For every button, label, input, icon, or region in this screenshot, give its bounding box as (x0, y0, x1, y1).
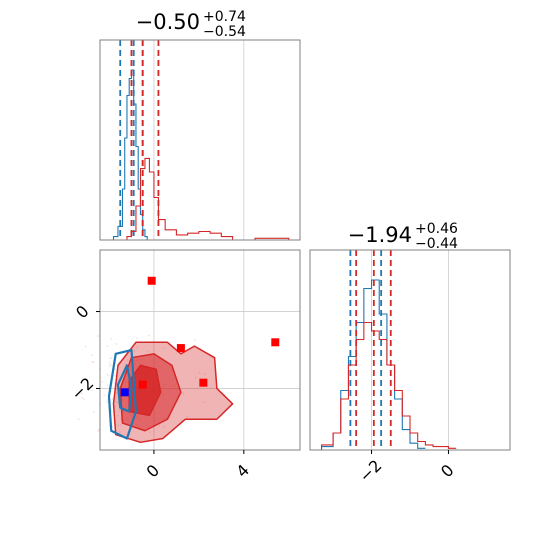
joint-cloud-point (133, 349, 136, 352)
title-y: −1.94 (348, 223, 412, 247)
joint-cloud-point (92, 361, 95, 364)
joint-cloud-point (108, 361, 111, 364)
joint-cloud-point (126, 359, 129, 362)
joint-cloud-point (92, 411, 95, 414)
joint-cloud-point (77, 418, 80, 421)
joint-cloud-point (90, 389, 93, 392)
joint-cloud-point (115, 401, 118, 403)
joint-cloud-point (101, 380, 104, 383)
joint-cloud-point (198, 371, 201, 374)
joint-cloud-point (114, 368, 116, 371)
joint-cloud-point (114, 374, 117, 377)
joint-cloud-point (147, 334, 150, 337)
marker-red-1 (176, 344, 185, 353)
joint-cloud-point (106, 373, 108, 376)
joint-cloud-point (136, 337, 138, 339)
joint-cloud-point (97, 429, 99, 432)
marker-red-4 (138, 380, 147, 389)
joint-cloud-point (182, 392, 185, 395)
joint-cloud-point (194, 376, 197, 379)
marker-red-2 (199, 378, 208, 387)
right-xtick-label-1: 0 (437, 461, 458, 482)
joint-cloud-point (163, 426, 165, 428)
joint-xtick-label-0: 0 (143, 461, 164, 482)
joint-cloud-point (110, 338, 113, 340)
right-hist-red (320, 321, 457, 450)
joint-cloud-point (204, 372, 206, 375)
joint-cloud-point (83, 398, 85, 400)
joint-cloud-point (91, 360, 94, 363)
joint-cloud-point (115, 342, 118, 345)
joint-cloud-point (186, 415, 189, 418)
joint-cloud-point (103, 394, 106, 397)
marginal-y-panel: −2 0 (309, 249, 511, 486)
title-x: −0.50 (136, 10, 200, 34)
title-x-minus: −0.54 (203, 24, 246, 40)
joint-cloud-point (81, 396, 84, 399)
top-hist-red (126, 157, 300, 241)
right-frame (309, 249, 511, 451)
joint-cloud-point (84, 345, 87, 348)
joint-cloud-point (97, 335, 100, 337)
joint-cloud-point (106, 345, 109, 348)
joint-ytick-label-1: −2 (67, 374, 97, 404)
joint-cloud-point (110, 363, 112, 366)
marker-red-0 (147, 276, 156, 285)
title-y-minus: −0.44 (415, 236, 458, 252)
joint-ytick-label-0: 0 (72, 302, 93, 323)
marginal-x-panel (99, 39, 301, 241)
joint-xtick-label-1: 4 (232, 461, 253, 482)
title-x-plus: +0.74 (203, 9, 246, 25)
joint-cloud-point (108, 374, 110, 377)
joint-cloud-point (108, 365, 111, 367)
joint-cloud-point (146, 350, 149, 353)
joint-cloud-point (115, 392, 118, 395)
joint-cloud-point (106, 401, 108, 403)
marker-red-3 (271, 338, 280, 347)
joint-cloud-point (117, 424, 119, 427)
joint-cloud-point (193, 338, 196, 341)
joint-cloud-point (149, 431, 151, 434)
right-xtick-label-0: −2 (355, 456, 385, 486)
joint-cloud-point (106, 384, 109, 387)
joint-cloud-point (98, 428, 100, 431)
joint-cloud-point (163, 346, 166, 349)
joint-cloud-point (117, 414, 120, 417)
joint-cloud-point (135, 346, 138, 349)
joint-cloud-point (110, 357, 113, 359)
joint-cloud-point (118, 409, 121, 412)
joint-cloud-point (111, 398, 114, 401)
contour-blue-inner (116, 364, 133, 413)
joint-cloud-point (109, 357, 111, 360)
joint-cloud-point (80, 392, 83, 395)
joint-panel: 0 4 0 −2 (67, 249, 301, 482)
joint-cloud-point (119, 423, 122, 426)
marker-blue-0 (120, 388, 129, 397)
title-y-plus: +0.46 (415, 221, 458, 237)
joint-cloud-point (111, 425, 114, 428)
joint-cloud-point (203, 401, 205, 404)
joint-cloud-point (91, 354, 94, 357)
joint-frame (99, 249, 301, 451)
contour-blue-outer (107, 348, 138, 440)
joint-cloud-point (158, 425, 161, 427)
top-frame (99, 39, 301, 241)
joint-cloud-point (114, 405, 116, 408)
joint-cloud-point (118, 430, 121, 433)
